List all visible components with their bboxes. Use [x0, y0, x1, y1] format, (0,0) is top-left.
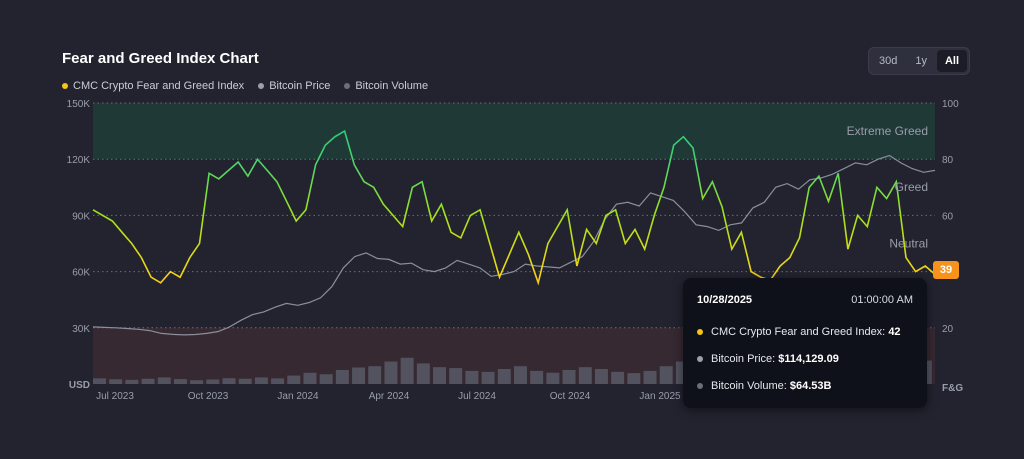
- volume-bar: [433, 367, 446, 384]
- range-all-button[interactable]: All: [936, 50, 968, 72]
- range-1y-button[interactable]: 1y: [915, 55, 927, 67]
- tooltip-label: Bitcoin Price:: [711, 353, 776, 365]
- tooltip-dot-icon: [697, 356, 703, 362]
- right-axis-tick: 80: [942, 155, 954, 166]
- tooltip-label: CMC Crypto Fear and Greed Index:: [711, 326, 886, 338]
- volume-bar: [546, 372, 560, 384]
- left-axis-tick: 90K: [72, 211, 90, 222]
- volume-bar: [449, 368, 463, 384]
- zone-label: Extreme Greed: [847, 124, 928, 138]
- volume-bar: [157, 377, 171, 384]
- tooltip-dot-icon: [697, 383, 703, 389]
- volume-bar: [562, 369, 576, 384]
- time-range-switch: 30d 1y All: [868, 47, 971, 75]
- volume-bar: [335, 369, 349, 384]
- legend-fear-greed[interactable]: CMC Crypto Fear and Greed Index: [62, 80, 244, 92]
- range-30d-button[interactable]: 30d: [879, 55, 898, 67]
- left-axis-tick: 60K: [72, 268, 90, 279]
- x-axis-tick: Oct 2023: [188, 391, 229, 402]
- volume-bar: [400, 357, 414, 384]
- volume-bar: [497, 369, 511, 384]
- legend-dot-icon: [62, 83, 68, 89]
- volume-bar: [514, 366, 527, 384]
- legend-dot-icon: [258, 83, 265, 89]
- volume-bar: [173, 379, 187, 384]
- volume-bar: [206, 379, 220, 384]
- volume-bar: [627, 373, 641, 384]
- tooltip-date: 10/28/2025: [697, 294, 753, 306]
- volume-bar: [611, 371, 625, 384]
- volume-bar: [190, 380, 204, 384]
- current-value-badge: 39: [933, 261, 959, 279]
- tooltip-dot-icon: [697, 329, 703, 335]
- volume-bar: [416, 363, 430, 384]
- volume-bar: [125, 379, 139, 384]
- left-axis-tick: 30K: [72, 324, 90, 335]
- legend-dot-icon: [344, 83, 351, 89]
- tooltip-value: $64.53B: [789, 380, 832, 392]
- volume-bar: [319, 374, 333, 384]
- x-axis-tick: Jan 2024: [277, 391, 319, 402]
- volume-bar: [238, 378, 252, 384]
- legend-bitcoin-price[interactable]: Bitcoin Price: [258, 80, 330, 92]
- chart-tooltip: 10/28/2025 01:00:00 AM CMC Crypto Fear a…: [683, 278, 927, 408]
- volume-bar: [254, 377, 268, 384]
- right-axis-tick: 60: [942, 211, 954, 222]
- left-axis-tick: 120K: [67, 155, 91, 166]
- volume-bar: [368, 366, 382, 384]
- volume-bar: [271, 378, 285, 384]
- x-axis-tick: Oct 2024: [550, 391, 591, 402]
- x-axis-tick: Jan 2025: [639, 391, 681, 402]
- zone-label: Greed: [895, 180, 928, 194]
- volume-bar: [659, 366, 673, 384]
- volume-bar: [222, 378, 236, 384]
- bitcoin-price-line: [92, 154, 936, 336]
- right-axis-unit: F&G: [942, 383, 963, 394]
- volume-bar: [643, 370, 657, 384]
- zone-label: Neutral: [889, 236, 928, 250]
- page-title: Fear and Greed Index Chart: [62, 50, 259, 67]
- tooltip-value: 42: [888, 326, 901, 338]
- tooltip-value: $114,129.09: [778, 353, 839, 365]
- x-axis-tick: Jul 2023: [96, 391, 134, 402]
- volume-bar: [303, 372, 317, 384]
- zone-band-0: [93, 103, 935, 160]
- volume-bar: [109, 379, 123, 384]
- fear-greed-line: [92, 129, 936, 286]
- x-axis-tick: Jul 2024: [458, 391, 496, 402]
- x-axis-tick: Apr 2024: [369, 391, 410, 402]
- chart-legend: CMC Crypto Fear and Greed Index Bitcoin …: [62, 80, 428, 92]
- legend-label: Bitcoin Price: [269, 80, 331, 92]
- volume-bar: [93, 378, 106, 384]
- right-axis-tick: 20: [942, 324, 954, 335]
- volume-bar: [352, 367, 366, 384]
- right-axis-tick: 100: [942, 99, 959, 110]
- tooltip-label: Bitcoin Volume:: [711, 380, 787, 392]
- left-axis-tick: 150K: [67, 99, 91, 110]
- volume-bar: [530, 370, 544, 384]
- legend-label: Bitcoin Volume: [355, 80, 429, 92]
- volume-bar: [141, 378, 155, 384]
- tooltip-time: 01:00:00 AM: [851, 294, 913, 306]
- volume-bar: [465, 370, 479, 384]
- tooltip-row-fear-greed: CMC Crypto Fear and Greed Index: 42: [683, 326, 915, 338]
- tooltip-row-volume: Bitcoin Volume: $64.53B: [683, 380, 845, 392]
- volume-bar: [287, 375, 301, 384]
- tooltip-row-price: Bitcoin Price: $114,129.09: [683, 353, 853, 365]
- left-axis-unit: USD: [69, 380, 90, 391]
- legend-label: CMC Crypto Fear and Greed Index: [73, 80, 245, 92]
- volume-bar: [384, 361, 398, 384]
- volume-bar: [594, 369, 608, 384]
- volume-bar: [481, 371, 495, 384]
- volume-bar: [578, 367, 592, 384]
- legend-bitcoin-volume[interactable]: Bitcoin Volume: [344, 80, 428, 92]
